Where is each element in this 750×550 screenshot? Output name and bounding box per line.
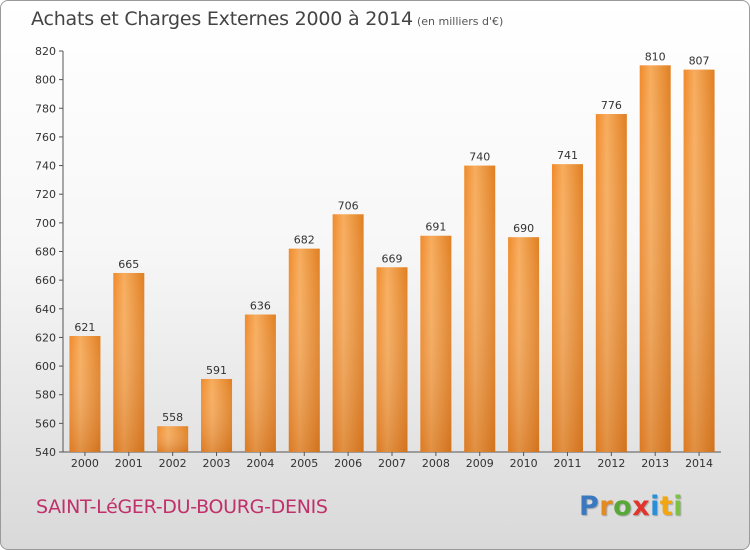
bar-shade bbox=[332, 214, 364, 452]
x-tick-label: 2006 bbox=[334, 457, 362, 470]
y-tick-label: 560 bbox=[35, 417, 56, 430]
bar-shade bbox=[595, 114, 627, 452]
x-tick-label: 2014 bbox=[685, 457, 713, 470]
y-tick-label: 760 bbox=[35, 131, 56, 144]
y-tick-label: 680 bbox=[35, 246, 56, 259]
bar-shade bbox=[69, 335, 101, 452]
bar-shade bbox=[464, 165, 496, 453]
bar-shade bbox=[683, 69, 715, 452]
y-tick-label: 740 bbox=[35, 160, 56, 173]
bar-shade bbox=[113, 272, 145, 452]
y-tick-label: 580 bbox=[35, 389, 56, 402]
x-tick-label: 2010 bbox=[510, 457, 538, 470]
bar-shade bbox=[551, 164, 583, 452]
y-tick-label: 780 bbox=[35, 102, 56, 115]
logo-letter: t bbox=[659, 491, 674, 522]
logo-letter: r bbox=[599, 491, 614, 522]
y-tick-label: 720 bbox=[35, 188, 56, 201]
x-tick-label: 2007 bbox=[378, 457, 406, 470]
bar-shade bbox=[288, 248, 320, 452]
bar-shade bbox=[508, 237, 540, 452]
proxiti-logo: Proxiti bbox=[579, 491, 683, 522]
bar-shade bbox=[639, 65, 671, 453]
x-tick-label: 2004 bbox=[246, 457, 274, 470]
y-tick-label: 620 bbox=[35, 331, 56, 344]
x-tick-label: 2009 bbox=[466, 457, 494, 470]
data-label: 741 bbox=[557, 149, 578, 162]
data-label: 591 bbox=[206, 364, 227, 377]
x-tick-label: 2012 bbox=[597, 457, 625, 470]
data-label: 665 bbox=[118, 258, 139, 271]
value-labels: 621 665 558 591 636 682 706 669 691 740 690 741 776 8… bbox=[74, 50, 709, 424]
logo-letter: x bbox=[632, 491, 651, 522]
y-tick-label: 700 bbox=[35, 217, 56, 230]
x-tick-label: 2002 bbox=[159, 457, 187, 470]
x-tick-label: 2005 bbox=[290, 457, 318, 470]
y-tick-label: 820 bbox=[35, 45, 56, 58]
data-label: 776 bbox=[601, 99, 622, 112]
chart-subtitle: (en milliers d'€) bbox=[417, 15, 504, 28]
x-tick-label: 2011 bbox=[553, 457, 581, 470]
logo-letter: P bbox=[579, 491, 600, 522]
data-label: 558 bbox=[162, 411, 183, 424]
data-label: 690 bbox=[513, 222, 534, 235]
bar-shade bbox=[244, 314, 276, 452]
y-tick-label: 640 bbox=[35, 303, 56, 316]
bar-shade bbox=[201, 378, 233, 452]
y-tick-label: 540 bbox=[35, 446, 56, 459]
x-tick-label: 2003 bbox=[203, 457, 231, 470]
logo-letter: i bbox=[673, 491, 684, 522]
data-label: 706 bbox=[338, 199, 359, 212]
bar-shade bbox=[420, 235, 452, 452]
x-tick-label: 2008 bbox=[422, 457, 450, 470]
data-label: 636 bbox=[250, 300, 271, 313]
y-tick-label: 660 bbox=[35, 274, 56, 287]
bar-shade bbox=[376, 267, 408, 452]
bars bbox=[69, 65, 715, 453]
x-tick-label: 2001 bbox=[115, 457, 143, 470]
logo-letter: i bbox=[650, 491, 660, 522]
logo-letter: o bbox=[613, 491, 633, 522]
data-label: 740 bbox=[469, 151, 490, 164]
y-tick-label: 600 bbox=[35, 360, 56, 373]
town-name: SAINT-LéGER-DU-BOURG-DENIS bbox=[36, 496, 328, 518]
data-label: 621 bbox=[74, 321, 95, 334]
data-label: 669 bbox=[382, 252, 403, 265]
y-tick-label: 800 bbox=[35, 74, 56, 87]
data-label: 682 bbox=[294, 234, 315, 247]
x-tick-label: 2000 bbox=[71, 457, 99, 470]
data-label: 807 bbox=[689, 55, 710, 68]
bar-shade bbox=[157, 426, 189, 452]
data-label: 810 bbox=[645, 50, 666, 63]
x-tick-label: 2013 bbox=[641, 457, 669, 470]
data-label: 691 bbox=[425, 221, 446, 234]
chart-title: Achats et Charges Externes 2000 à 2014 bbox=[31, 8, 413, 30]
